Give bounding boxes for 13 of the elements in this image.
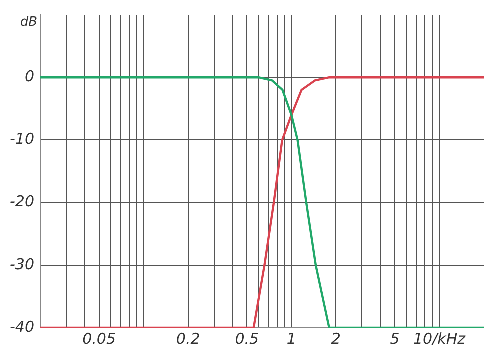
y-axis-title: dB — [20, 14, 38, 30]
y-tick-label: -20 — [10, 192, 34, 211]
y-tick-label: -40 — [10, 318, 34, 336]
x-tick-label: 10/kHz — [414, 330, 467, 348]
x-tick-label: 0.2 — [176, 330, 200, 348]
y-tick-label: -10 — [10, 130, 34, 148]
x-tick-label: 1 — [286, 330, 296, 348]
x-tick-label: 2 — [331, 330, 341, 348]
x-tick-label: 0.5 — [235, 330, 260, 348]
x-tick-label: 0.05 — [82, 330, 116, 348]
y-tick-label: 0 — [24, 67, 34, 86]
y-tick-label: -30 — [10, 255, 34, 274]
x-tick-label: 5 — [390, 330, 400, 348]
